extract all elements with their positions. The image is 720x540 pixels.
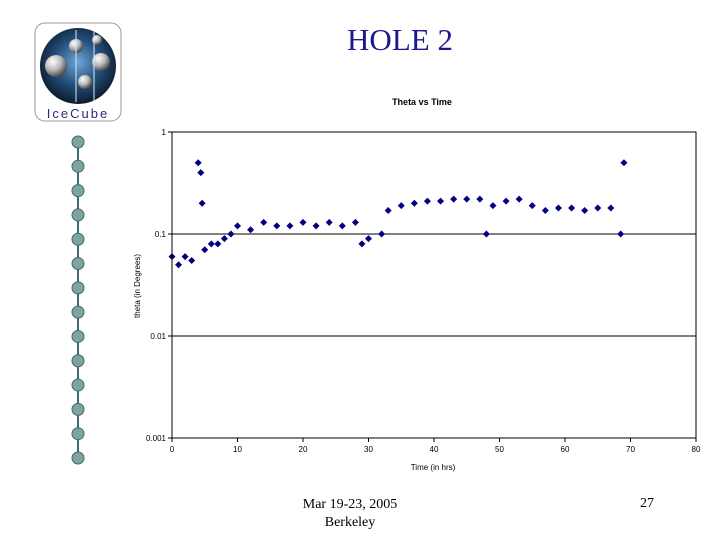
x-tick-label: 40 (430, 445, 439, 454)
logo-text: IceCube (47, 106, 109, 121)
data-point (607, 204, 615, 212)
data-point (201, 246, 209, 254)
x-tick-label: 60 (561, 445, 570, 454)
data-point (214, 240, 222, 248)
page-number: 27 (640, 496, 654, 511)
x-tick-label: 0 (170, 445, 175, 454)
data-point (358, 240, 366, 248)
string-module-icon (71, 378, 85, 392)
data-point (273, 222, 281, 230)
data-point (286, 222, 294, 230)
string-module-icon (71, 159, 85, 173)
data-point (260, 218, 268, 226)
data-point (325, 218, 333, 226)
string-module-icon (71, 281, 85, 295)
data-point (247, 226, 255, 234)
data-point (234, 222, 241, 230)
data-point (554, 204, 562, 212)
string-module-icon (71, 257, 85, 271)
data-point (450, 195, 458, 203)
data-point (515, 195, 523, 203)
string-module-icon (71, 135, 85, 149)
string-module-icon (71, 184, 85, 198)
icecube-logo: IceCube (34, 22, 122, 122)
x-tick-label: 20 (299, 445, 308, 454)
string-module-icon (71, 427, 85, 441)
x-tick-label: 70 (626, 445, 635, 454)
y-tick-label: 1 (162, 128, 167, 137)
data-point (541, 206, 549, 214)
data-point (423, 197, 431, 205)
x-axis-label: Time (in hrs) (411, 463, 456, 472)
data-point (482, 230, 490, 238)
y-tick-label: 0.001 (146, 434, 167, 443)
data-point (594, 204, 602, 212)
y-tick-label: 0.01 (150, 332, 166, 341)
footer-date: Mar 19-23, 2005 (302, 497, 398, 512)
data-point (378, 230, 386, 238)
string-module-icon (71, 451, 85, 465)
data-point (463, 195, 471, 203)
data-point (620, 159, 628, 167)
x-tick-label: 30 (364, 445, 373, 454)
data-point (502, 197, 510, 205)
data-point (181, 253, 189, 261)
string-icon (71, 135, 85, 465)
data-point (220, 235, 228, 243)
data-point (476, 195, 484, 203)
y-tick-label: 0.1 (155, 230, 167, 239)
string-module-icon (71, 208, 85, 222)
data-point (617, 230, 625, 238)
data-point (384, 206, 392, 214)
string-module-icon (71, 354, 85, 368)
string-module-icon (71, 305, 85, 319)
data-point (437, 197, 445, 205)
y-axis-label: theta (in Degrees) (133, 254, 142, 318)
data-point (188, 256, 196, 264)
slide-title: HOLE 2 (347, 22, 453, 57)
data-point (528, 202, 536, 210)
data-point (581, 206, 589, 214)
data-point (489, 202, 497, 210)
y-axis: 1 0.1 0.01 0.001 (146, 128, 172, 443)
data-point (397, 202, 405, 210)
theta-vs-time-chart: Theta vs Time 1 0.1 0.01 0.001 0 10 20 30 40 50 6… (133, 97, 701, 472)
gridlines (172, 131, 696, 439)
string-modules (71, 135, 85, 465)
string-module-icon (71, 402, 85, 416)
data-point (312, 222, 320, 230)
footer-place: Berkeley (324, 515, 376, 530)
data-point (194, 159, 202, 167)
data-point (410, 199, 418, 207)
data-point (338, 222, 346, 230)
x-tick-label: 80 (692, 445, 701, 454)
string-module-icon (71, 232, 85, 246)
data-point (299, 218, 307, 226)
data-point (207, 240, 215, 248)
x-axis: 0 10 20 30 40 50 60 70 80 (170, 438, 701, 454)
data-point (197, 169, 205, 177)
data-point (227, 230, 235, 238)
chart-title: Theta vs Time (392, 97, 452, 107)
string-module-icon (71, 329, 85, 343)
data-point (198, 199, 206, 207)
data-point (365, 235, 372, 243)
data-point (175, 261, 183, 269)
data-point (568, 204, 576, 212)
plot-frame (171, 131, 697, 439)
x-tick-label: 50 (495, 445, 504, 454)
data-point (351, 218, 359, 226)
x-tick-label: 10 (233, 445, 242, 454)
footer-date-location: Mar 19-23, 2005 Berkeley (300, 496, 400, 532)
series-points (168, 159, 628, 269)
